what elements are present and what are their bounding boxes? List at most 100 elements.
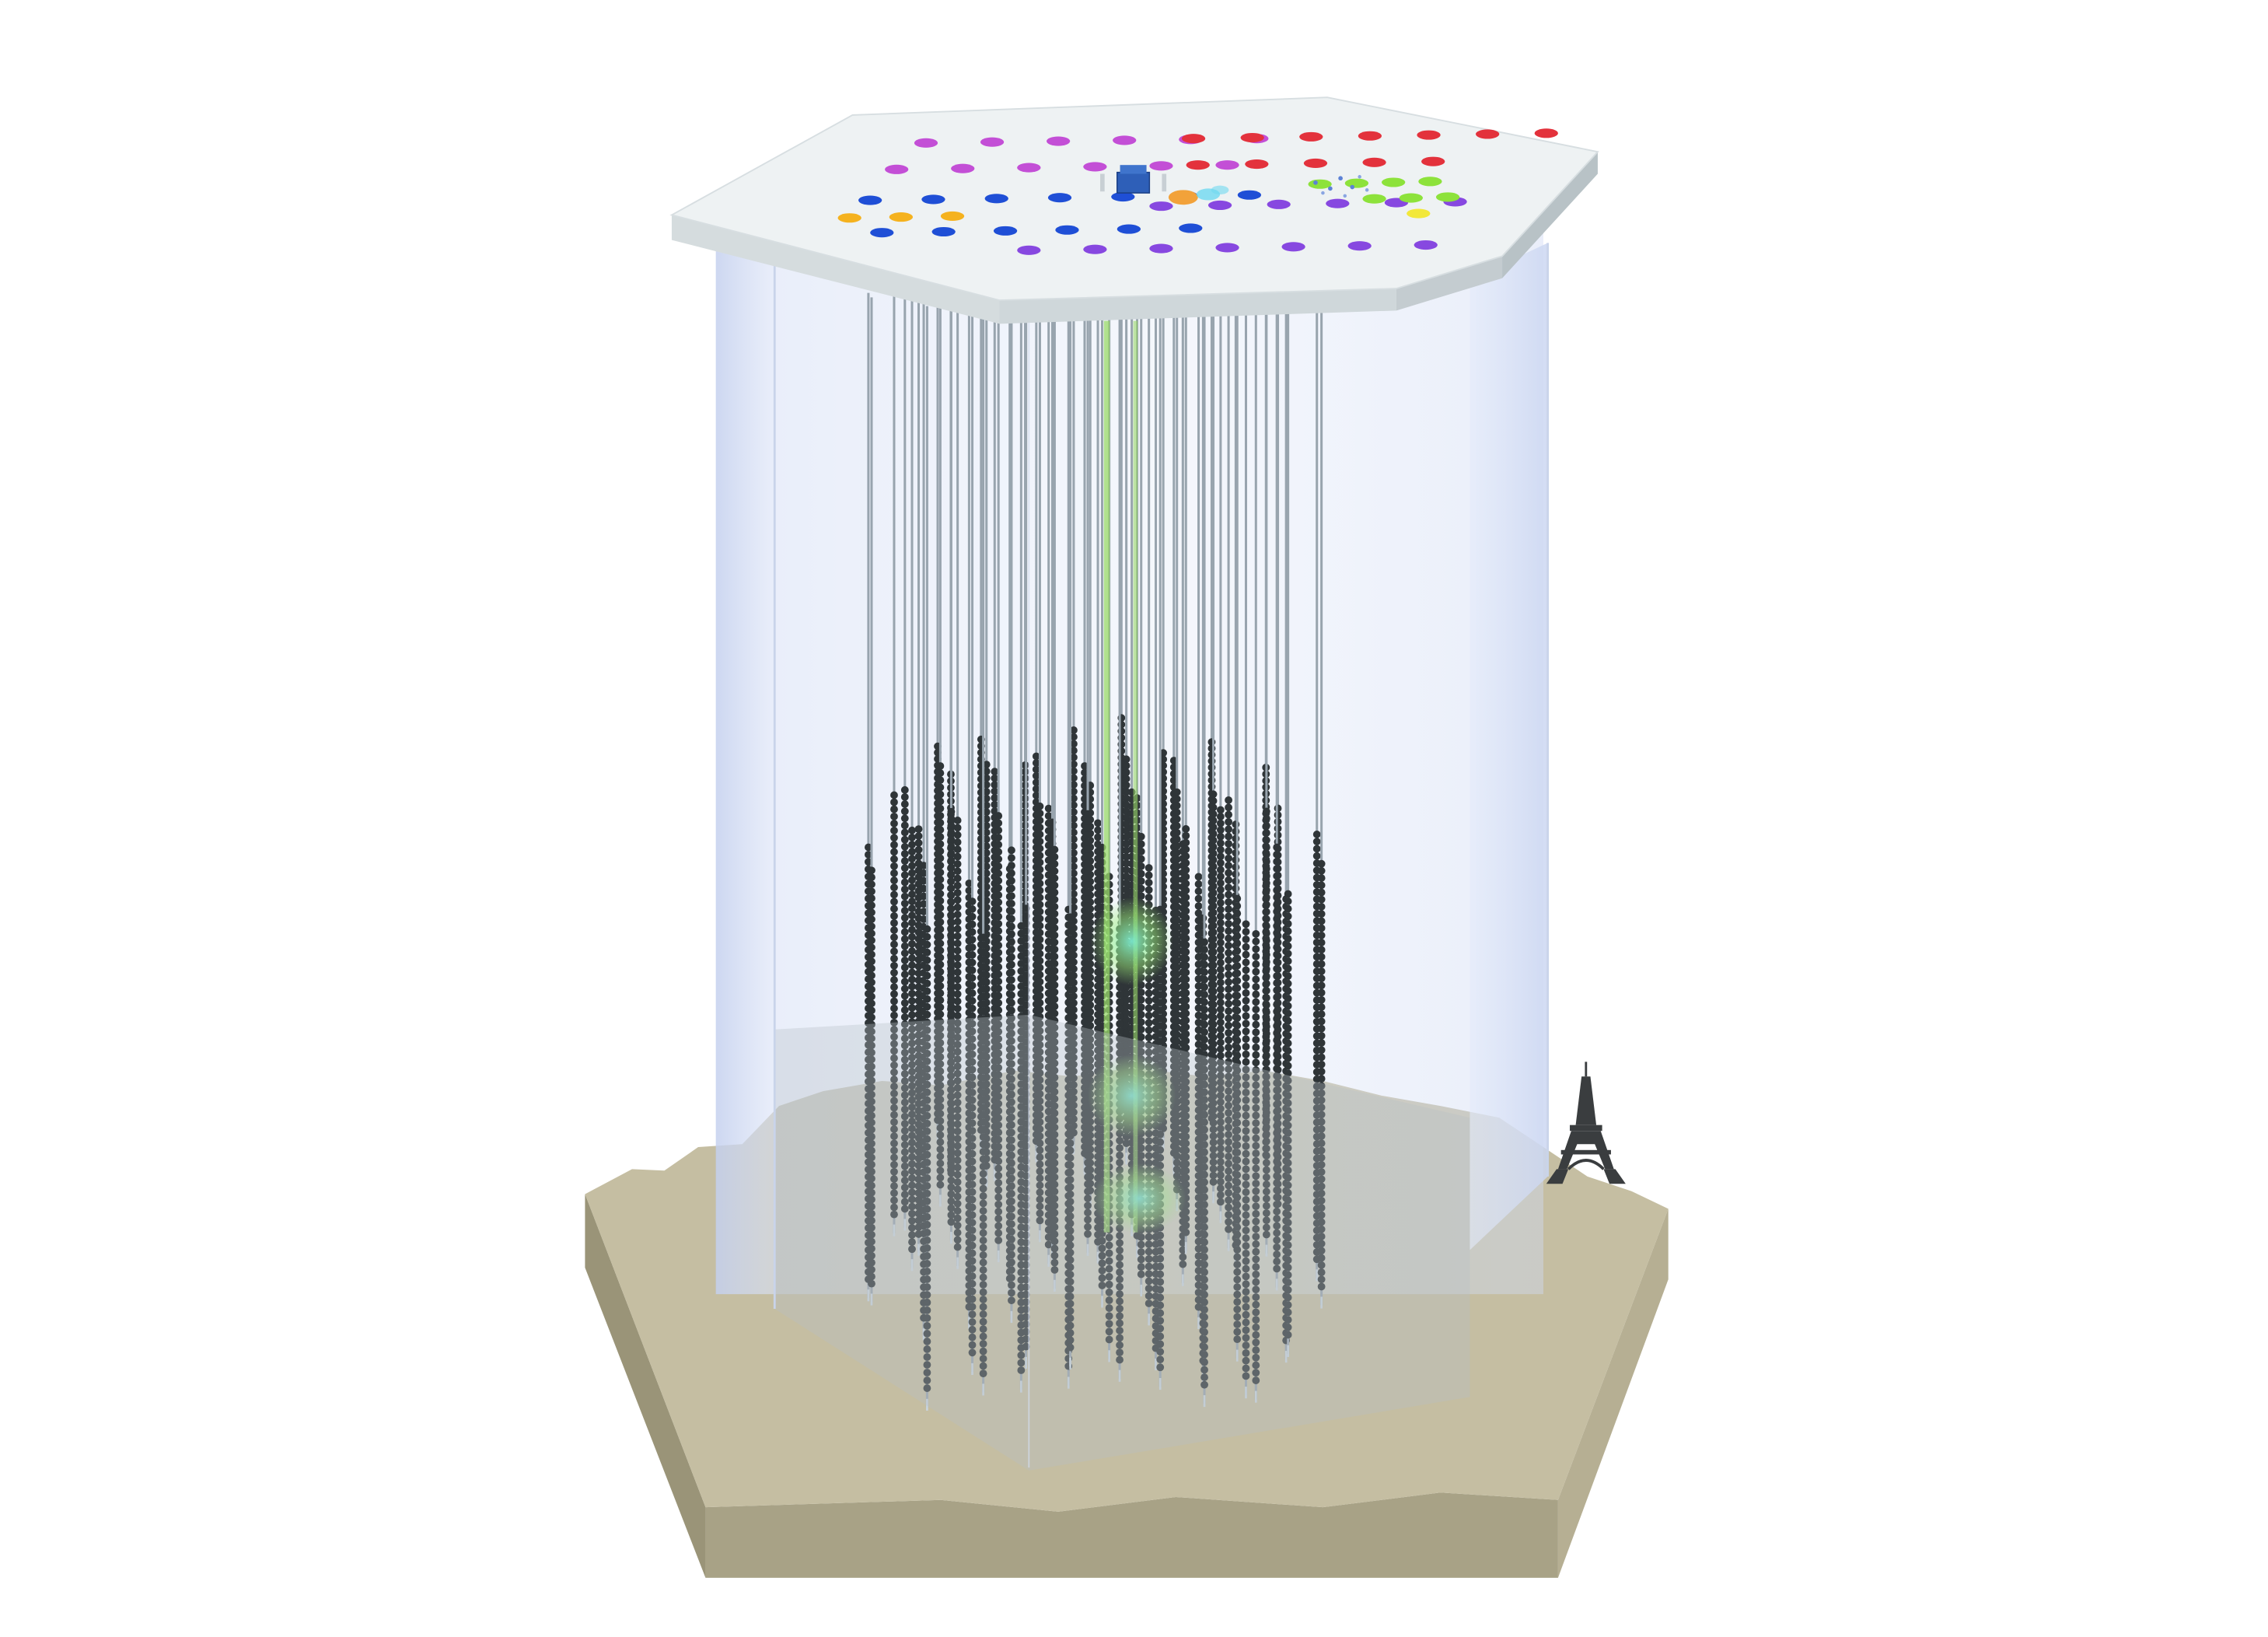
surface-marker — [885, 164, 909, 174]
optical-sensor — [890, 1018, 898, 1027]
optical-sensor — [968, 989, 977, 998]
optical-sensor — [947, 814, 956, 823]
optical-sensor — [1172, 841, 1181, 850]
optical-sensor — [1116, 991, 1124, 999]
optical-sensor — [994, 1085, 1003, 1093]
optical-sensor — [936, 783, 945, 792]
optical-sensor — [1209, 1086, 1218, 1094]
optical-sensor — [1137, 1018, 1145, 1027]
optical-sensor — [1317, 974, 1326, 983]
optical-sensor — [1200, 998, 1208, 1006]
optical-sensor — [1144, 864, 1153, 872]
optical-sensor — [947, 1197, 956, 1205]
optical-sensor — [1036, 831, 1044, 838]
optical-sensor — [1209, 1165, 1218, 1173]
optical-sensor — [994, 812, 1003, 820]
optical-sensor — [979, 948, 987, 957]
optical-sensor — [1144, 1026, 1153, 1034]
optical-sensor — [890, 947, 898, 956]
optical-sensor — [1317, 1024, 1326, 1033]
optical-sensor — [1172, 1078, 1181, 1086]
optical-sensor — [1050, 988, 1059, 996]
sensor-string — [994, 292, 1003, 1263]
optical-sensor — [1262, 1159, 1270, 1167]
optical-sensor — [1262, 1137, 1270, 1146]
surface-marker — [1308, 179, 1332, 189]
optical-sensor — [900, 1169, 909, 1177]
optical-sensor — [936, 918, 945, 926]
optical-sensor — [890, 1210, 898, 1219]
optical-sensor — [982, 869, 991, 877]
optical-sensor — [953, 961, 962, 969]
optical-sensor — [1233, 992, 1242, 1000]
optical-sensor — [890, 1146, 898, 1155]
optical-sensor — [953, 925, 962, 933]
optical-sensor — [1284, 964, 1292, 973]
optical-sensor — [1209, 810, 1218, 818]
optical-sensor — [908, 1160, 916, 1168]
optical-sensor — [923, 1002, 931, 1011]
optical-sensor — [1084, 1195, 1092, 1202]
optical-sensor — [1209, 862, 1218, 871]
optical-sensor — [1172, 1125, 1181, 1133]
optical-sensor — [890, 1167, 898, 1176]
optical-sensor — [936, 1017, 945, 1026]
optical-sensor — [890, 1132, 898, 1140]
optical-sensor — [1209, 967, 1218, 976]
optical-sensor — [994, 1157, 1003, 1166]
optical-sensor — [994, 956, 1003, 964]
optical-sensor — [982, 890, 991, 898]
optical-sensor — [1284, 1047, 1292, 1055]
optical-sensor — [1084, 1009, 1092, 1017]
optical-sensor — [1066, 986, 1075, 995]
optical-sensor — [908, 1202, 916, 1211]
optical-sensor — [890, 827, 898, 834]
surface-marker — [1017, 163, 1041, 173]
optical-sensor — [936, 960, 945, 969]
optical-sensor — [1032, 752, 1040, 761]
optical-sensor — [1233, 1006, 1242, 1015]
optical-sensor — [1209, 1132, 1218, 1140]
optical-sensor — [1036, 1216, 1044, 1225]
optical-sensor — [908, 1181, 916, 1190]
optical-sensor — [900, 1027, 909, 1036]
optical-sensor — [968, 912, 977, 921]
optical-sensor — [1216, 845, 1225, 854]
optical-sensor — [1312, 845, 1321, 853]
optical-sensor — [1209, 796, 1218, 805]
optical-sensor — [1273, 1043, 1281, 1051]
optical-sensor — [1225, 956, 1232, 964]
optical-sensor — [908, 1223, 916, 1232]
optical-sensor — [1284, 979, 1292, 988]
optical-sensor — [994, 912, 1003, 921]
optical-sensor — [890, 926, 898, 934]
optical-sensor — [1216, 1184, 1225, 1193]
optical-sensor — [994, 862, 1003, 870]
optical-sensor — [994, 1128, 1003, 1137]
optical-sensor — [1050, 881, 1059, 890]
optical-sensor — [1209, 1040, 1218, 1048]
optical-sensor — [982, 855, 991, 864]
optical-sensor — [982, 924, 991, 932]
optical-sensor — [936, 897, 945, 905]
optical-sensor — [1262, 1072, 1270, 1081]
optical-sensor — [1209, 1059, 1218, 1068]
optical-sensor — [1209, 1066, 1218, 1075]
optical-sensor — [953, 852, 962, 861]
optical-sensor — [1122, 1002, 1131, 1011]
optical-sensor — [994, 1064, 1003, 1072]
optical-sensor — [1036, 1167, 1044, 1176]
optical-sensor — [991, 800, 999, 809]
optical-sensor — [1084, 967, 1092, 974]
optical-sensor — [1182, 982, 1190, 990]
optical-sensor — [994, 1107, 1003, 1115]
optical-sensor — [994, 970, 1003, 978]
surface-marker — [1047, 193, 1072, 203]
optical-sensor — [1262, 922, 1270, 930]
optical-sensor — [1252, 983, 1260, 991]
optical-sensor — [982, 828, 991, 837]
optical-sensor — [994, 1149, 1003, 1158]
optical-sensor — [923, 956, 931, 964]
optical-sensor — [1273, 1015, 1281, 1023]
optical-sensor — [1225, 1138, 1232, 1146]
